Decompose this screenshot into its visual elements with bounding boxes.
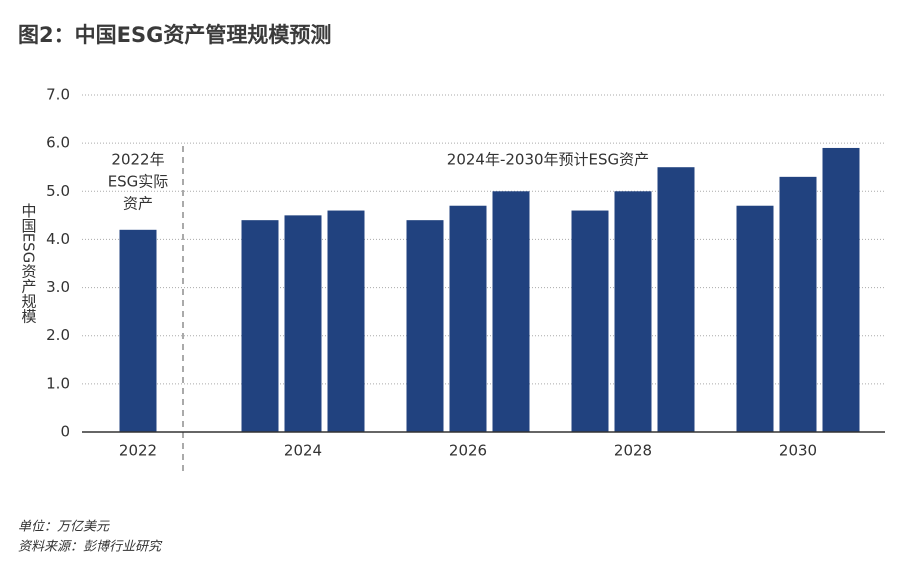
bar bbox=[779, 176, 817, 432]
y-tick-label: 6.0 bbox=[46, 134, 70, 152]
annotation: 资产 bbox=[123, 195, 153, 213]
bar bbox=[736, 205, 774, 432]
bar bbox=[449, 205, 487, 432]
bar bbox=[571, 210, 609, 432]
x-tick-label: 2030 bbox=[779, 442, 817, 460]
x-tick-label: 2022 bbox=[119, 442, 157, 460]
chart-title: 图2：中国ESG资产管理规模预测 bbox=[18, 23, 331, 47]
x-tick-label: 2026 bbox=[449, 442, 487, 460]
y-tick-label: 1.0 bbox=[46, 374, 70, 392]
bar bbox=[657, 167, 695, 432]
bar bbox=[492, 191, 530, 432]
annotation: 2024年-2030年预计ESG资产 bbox=[447, 151, 649, 169]
y-tick-label: 5.0 bbox=[46, 182, 70, 200]
bar bbox=[119, 229, 157, 432]
bar bbox=[241, 220, 279, 432]
bar bbox=[822, 147, 860, 432]
y-tick-label: 0 bbox=[60, 423, 70, 441]
y-tick-label: 7.0 bbox=[46, 86, 70, 104]
annotation: 2022年 bbox=[111, 151, 164, 169]
x-tick-label: 2028 bbox=[614, 442, 652, 460]
bar bbox=[284, 215, 322, 432]
bar bbox=[327, 210, 365, 432]
bar bbox=[614, 191, 652, 432]
y-tick-label: 3.0 bbox=[46, 278, 70, 296]
y-axis-label: 中国ESG资产规模 bbox=[20, 203, 38, 324]
x-tick-label: 2024 bbox=[284, 442, 322, 460]
y-tick-label: 4.0 bbox=[46, 230, 70, 248]
bar bbox=[406, 220, 444, 432]
source-note: 资料来源：彭博行业研究 bbox=[18, 539, 163, 555]
y-tick-label: 2.0 bbox=[46, 326, 70, 344]
unit-note: 单位：万亿美元 bbox=[18, 519, 110, 535]
annotation: ESG实际 bbox=[108, 173, 169, 191]
